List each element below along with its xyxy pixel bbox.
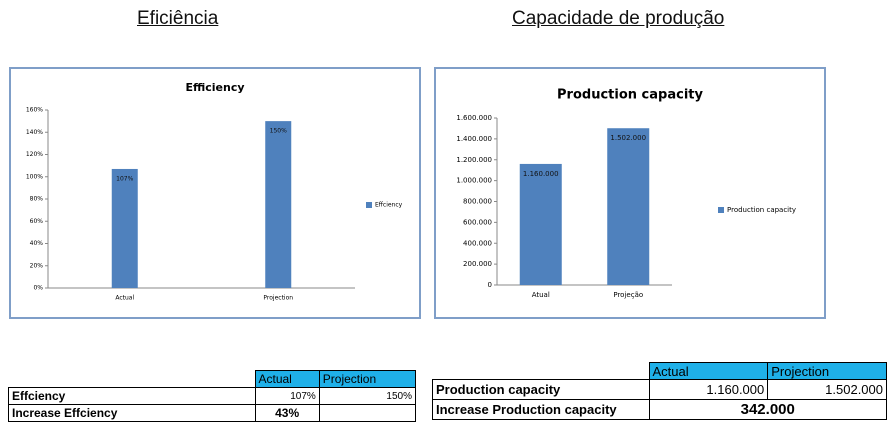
cell: 1.502.000	[767, 379, 887, 400]
row-label: Increase Effciency	[8, 404, 256, 422]
legend-label: Production capacity	[727, 206, 796, 214]
bar	[111, 168, 138, 288]
table: Actual Projection Effciency 107% 150% Incre…	[8, 370, 417, 422]
chart-frame	[9, 67, 421, 319]
y-tick-label: 100%	[26, 173, 43, 180]
cell: 1.160.000	[648, 379, 769, 400]
row-label: Increase Production capacity	[432, 399, 650, 420]
chart-title: Efficiency	[185, 81, 244, 94]
data-label: 1.502.000	[610, 134, 646, 142]
y-tick-label: 1.000.000	[456, 177, 492, 185]
y-tick-label: 80%	[30, 196, 44, 203]
row-label: Production capacity	[432, 379, 650, 400]
col-header: Actual	[254, 370, 320, 388]
data-label: 1.160.000	[523, 170, 559, 178]
y-tick-label: 40%	[30, 240, 44, 247]
y-tick-label: 0	[488, 281, 492, 289]
y-tick-label: 20%	[30, 262, 44, 269]
y-tick-label: 400.000	[463, 239, 492, 247]
y-tick-label: 60%	[30, 218, 44, 225]
heading: Capacidade de produção	[512, 8, 725, 29]
data-label: 107%	[116, 175, 133, 182]
legend-label: Effciency	[375, 202, 403, 209]
col-header: Actual	[648, 362, 769, 380]
bar	[607, 128, 650, 285]
y-tick-label: 600.000	[463, 218, 492, 226]
y-tick-label: 160%	[26, 107, 43, 114]
y-tick-label: 1.600.000	[456, 114, 492, 122]
col-header: Projection	[767, 362, 887, 380]
x-tick-label: Atual	[532, 291, 550, 299]
y-tick-label: 200.000	[463, 260, 492, 268]
cell: 43%	[254, 404, 320, 422]
x-tick-label: Actual	[115, 295, 134, 302]
y-tick-label: 120%	[26, 151, 43, 158]
table: Actual Projection Production capacity 1.16…	[432, 362, 887, 420]
y-tick-label: 1.400.000	[456, 135, 492, 143]
heading: Eficiência	[137, 8, 219, 29]
bar	[519, 163, 562, 285]
x-tick-label: Projection	[263, 295, 293, 302]
col-header: Projection	[318, 370, 417, 388]
chart-title: Production capacity	[557, 88, 703, 103]
cell: 150%	[318, 387, 417, 405]
data-label: 150%	[270, 128, 287, 135]
x-tick-label: Projeção	[613, 291, 643, 299]
y-tick-label: 0%	[33, 285, 43, 292]
y-tick-label: 800.000	[463, 198, 492, 206]
legend-swatch	[718, 207, 724, 213]
cell: 107%	[254, 387, 320, 405]
cell: 342.000	[648, 399, 887, 420]
bar	[265, 121, 292, 288]
y-tick-label: 1.200.000	[456, 156, 492, 164]
legend-swatch	[366, 202, 372, 208]
row-label: Effciency	[8, 387, 256, 405]
y-tick-label: 140%	[26, 129, 43, 136]
